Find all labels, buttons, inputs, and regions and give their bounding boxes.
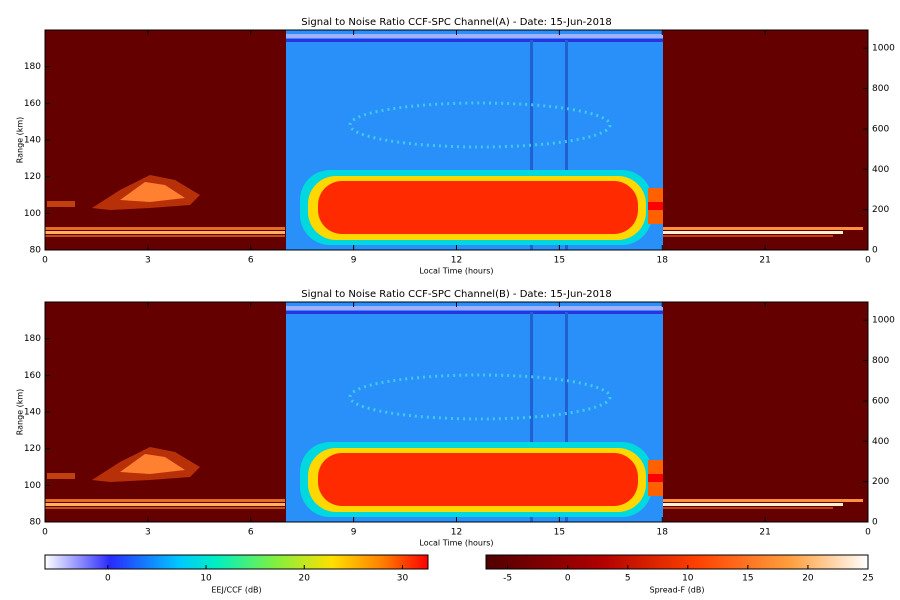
x-tick-label: 3 xyxy=(145,528,151,538)
x-tick-label: 18 xyxy=(657,528,669,538)
y2-tick-label: 600 xyxy=(872,396,889,406)
x-tick-label: 6 xyxy=(248,528,254,538)
y-tick-label: 160 xyxy=(24,371,41,381)
colorbar-tick-label: 0 xyxy=(105,574,111,584)
x-tick-label: 6 xyxy=(248,256,254,266)
x-axis-label: Local Time (hours) xyxy=(419,267,493,276)
colorbar-tick-label: 25 xyxy=(862,574,873,584)
colorbar-tick-label: -5 xyxy=(503,574,512,584)
y-tick-label: 180 xyxy=(24,62,41,72)
x-axis-label: Local Time (hours) xyxy=(419,539,493,548)
y-tick-label: 160 xyxy=(24,99,41,109)
y2-tick-label: 800 xyxy=(872,356,889,366)
x-tick-label: 15 xyxy=(554,528,565,538)
colorbar xyxy=(44,554,429,570)
y2-tick-label: 800 xyxy=(872,84,889,94)
y2-tick-label: 600 xyxy=(872,124,889,134)
y-tick-label: 180 xyxy=(24,334,41,344)
colorbar-tick-label: 0 xyxy=(565,574,571,584)
y2-tick-label: 400 xyxy=(872,437,889,447)
chart-title: Signal to Noise Ratio CCF-SPC Channel(B)… xyxy=(301,289,611,300)
colorbar xyxy=(485,554,869,570)
y-tick-label: 140 xyxy=(24,408,41,418)
x-tick-label: 12 xyxy=(451,528,462,538)
colorbar-tick-label: 5 xyxy=(625,574,631,584)
y-tick-label: 100 xyxy=(24,481,41,491)
x-tick-label: 15 xyxy=(554,256,565,266)
heatmap-image xyxy=(43,300,870,524)
y-tick-label: 100 xyxy=(24,209,41,219)
heatmap-image xyxy=(43,28,870,252)
y-tick-label: 120 xyxy=(24,444,41,454)
colorbar-tick-label: 20 xyxy=(802,574,814,584)
x-tick-label: 21 xyxy=(759,528,770,538)
y-axis-label: Range (km) xyxy=(16,389,25,436)
y-tick-label: 80 xyxy=(30,246,42,256)
y-tick-label: 80 xyxy=(30,518,42,528)
y2-tick-label: 0 xyxy=(872,518,878,528)
chart-title: Signal to Noise Ratio CCF-SPC Channel(A)… xyxy=(301,17,611,28)
y2-tick-label: 400 xyxy=(872,165,889,175)
x-tick-label: 9 xyxy=(351,528,357,538)
y2-tick-label: 1000 xyxy=(872,44,895,54)
y2-tick-label: 1000 xyxy=(872,316,895,326)
x-tick-label: 0 xyxy=(42,256,48,266)
x-tick-label: 9 xyxy=(351,256,357,266)
y-tick-label: 120 xyxy=(24,172,41,182)
x-tick-label: 0 xyxy=(865,528,871,538)
colorbar-tick-label: 20 xyxy=(299,574,311,584)
y-tick-label: 140 xyxy=(24,136,41,146)
colorbar-tick-label: 10 xyxy=(200,574,212,584)
colorbar-tick-label: 30 xyxy=(397,574,409,584)
x-tick-label: 3 xyxy=(145,256,151,266)
y2-tick-label: 200 xyxy=(872,205,889,215)
x-tick-label: 12 xyxy=(451,256,462,266)
y2-tick-label: 200 xyxy=(872,477,889,487)
y2-tick-label: 0 xyxy=(872,246,878,256)
colorbar-label: EEJ/CCF (dB) xyxy=(211,586,261,595)
x-tick-label: 18 xyxy=(657,256,669,266)
x-tick-label: 0 xyxy=(42,528,48,538)
y-axis-label: Range (km) xyxy=(16,117,25,164)
colorbar-tick-label: 10 xyxy=(682,574,694,584)
colorbar-label: Spread-F (dB) xyxy=(649,586,704,595)
x-tick-label: 0 xyxy=(865,256,871,266)
colorbar-tick-label: 15 xyxy=(742,574,753,584)
x-tick-label: 21 xyxy=(759,256,770,266)
